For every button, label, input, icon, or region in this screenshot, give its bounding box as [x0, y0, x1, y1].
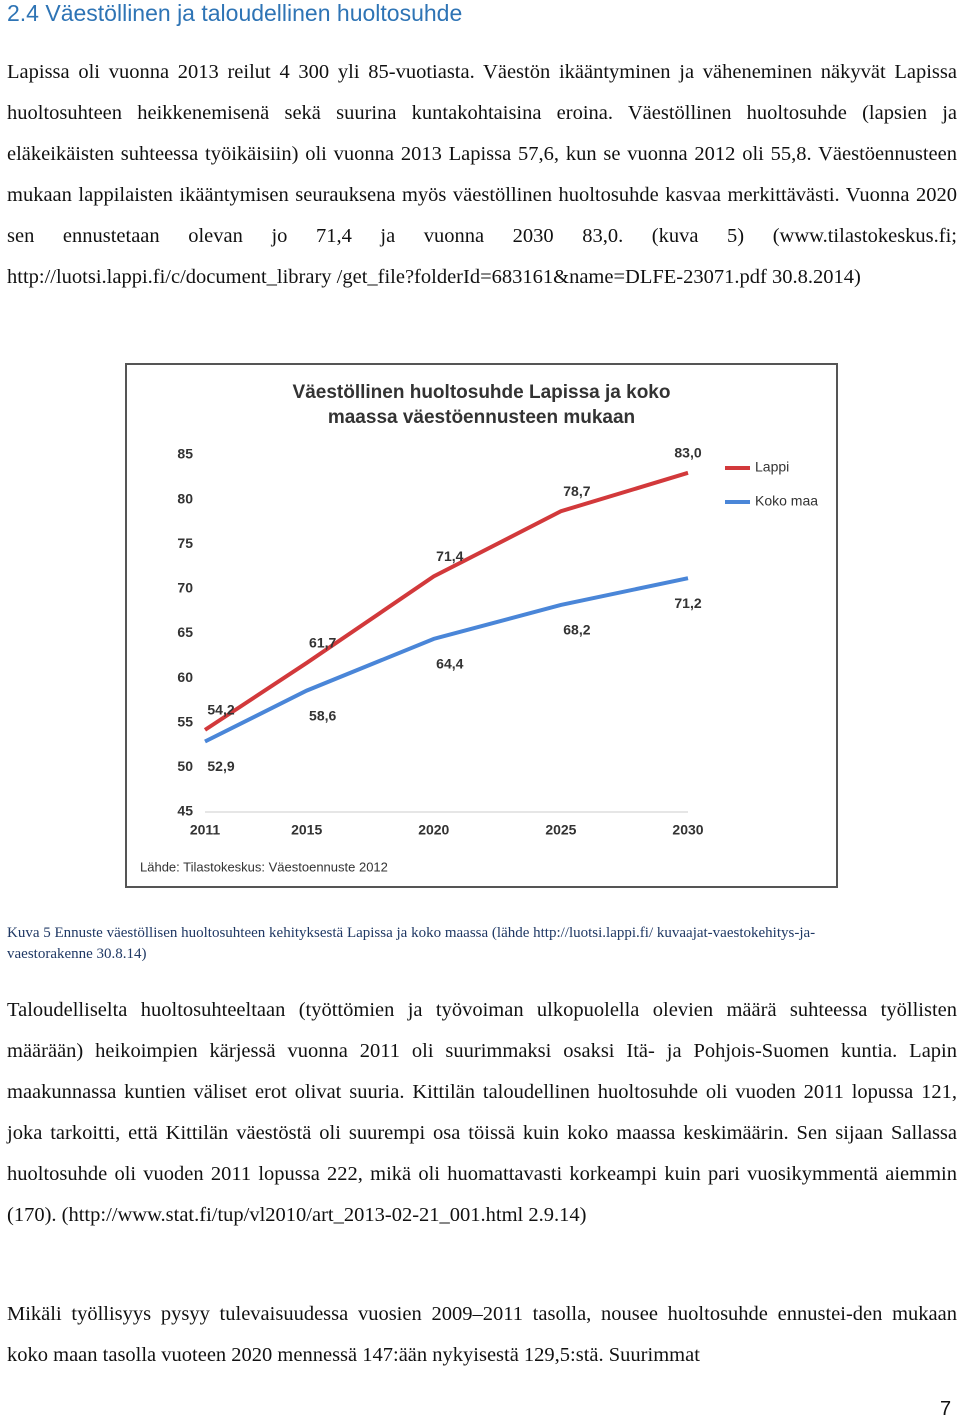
- paragraph: Lapissa oli vuonna 2013 reilut 4 300 yli…: [7, 61, 957, 288]
- paragraph: Mikäli työllisyys pysyy tulevaisuudessa …: [7, 1303, 957, 1366]
- y-tick-label: 65: [177, 624, 193, 640]
- x-tick-label: 2020: [418, 822, 449, 838]
- value-label: 61,7: [309, 635, 336, 651]
- y-tick-label: 70: [177, 580, 193, 596]
- value-label: 78,7: [563, 483, 590, 499]
- x-tick-label: 2011: [190, 822, 221, 838]
- y-tick-label: 55: [177, 713, 193, 729]
- x-tick-label: 2030: [672, 822, 703, 838]
- value-label: 83,0: [674, 445, 701, 461]
- legend-label: Koko maa: [755, 493, 818, 509]
- value-label: 58,6: [309, 707, 336, 723]
- page-number: 7: [940, 1398, 952, 1420]
- chart-title: Väestöllinen huoltosuhde Lapissa ja koko…: [292, 382, 671, 428]
- value-label: 68,2: [563, 622, 590, 638]
- chart: Lähde: Tilastokeskus: Väestoennuste 2012…: [125, 363, 838, 888]
- value-label: 64,4: [436, 656, 463, 672]
- caption: Kuva 5 Ennuste väestöllisen huoltosuhtee…: [7, 925, 816, 962]
- value-label: 71,2: [674, 595, 701, 611]
- paragraph: Taloudelliselta huoltosuhteeltaan (tyött…: [7, 999, 957, 1226]
- heading: 2.4 Väestöllinen ja taloudellinen huolto…: [7, 0, 463, 26]
- data-line: [204, 576, 689, 744]
- x-tick-label: 2015: [291, 822, 322, 838]
- value-label: 71,4: [436, 548, 463, 564]
- value-label: 52,9: [207, 758, 234, 774]
- y-tick-label: 85: [177, 446, 193, 462]
- legend-label: Lappi: [755, 459, 789, 475]
- y-tick-label: 50: [177, 758, 193, 774]
- y-tick-label: 75: [177, 535, 193, 551]
- y-tick-label: 45: [177, 803, 193, 819]
- chart-title-box: Väestöllinen huoltosuhde Lapissa ja koko…: [125, 380, 838, 430]
- data-line: [203, 470, 689, 732]
- chart-source: Lähde: Tilastokeskus: Väestoennuste 2012: [140, 859, 388, 874]
- y-tick-label: 60: [177, 669, 193, 685]
- value-label: 54,2: [207, 702, 234, 718]
- y-tick-label: 80: [177, 490, 193, 506]
- x-tick-label: 2025: [545, 822, 576, 838]
